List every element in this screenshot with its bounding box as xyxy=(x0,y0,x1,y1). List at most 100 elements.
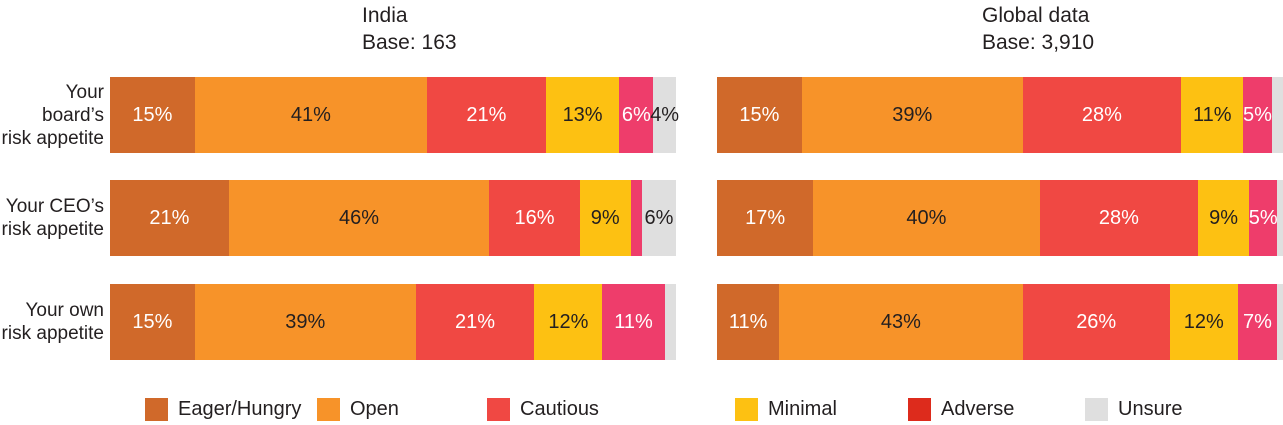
stacked-bar: 21% 46% 16% 9% 6% xyxy=(110,180,676,256)
legend-swatch-eager-hungry xyxy=(145,398,168,421)
legend-swatch-cautious xyxy=(487,398,510,421)
bar-segment-cautious: 21% xyxy=(426,77,546,153)
bar-segment-eager-hungry: 11% xyxy=(717,284,780,360)
legend-label: Eager/Hungry xyxy=(178,398,302,420)
bar-segment-open: 46% xyxy=(228,180,490,256)
segment-value-label: 12% xyxy=(548,310,589,333)
legend-swatch-minimal xyxy=(735,398,758,421)
legend-label: Open xyxy=(350,398,399,420)
legend-label: Adverse xyxy=(941,398,1015,420)
bar-segment-cautious: 26% xyxy=(1022,284,1170,360)
bar-segment-minimal: 11% xyxy=(1181,77,1244,153)
segment-value-label: 21% xyxy=(466,103,507,126)
stacked-bar: 15% 41% 21% 13% 6% 4% xyxy=(110,77,680,153)
legend-label: Cautious xyxy=(520,398,599,420)
bar-segment-cautious: 28% xyxy=(1022,77,1182,153)
bar-segment-adverse xyxy=(630,180,643,256)
segment-value-label: 7% xyxy=(1243,310,1272,333)
legend-item-open: Open xyxy=(317,398,399,421)
bars-global: 15% 39% 28% 11% 5% 17% 40% 28% 9% 5% 11% 43% 26% 12% 7… xyxy=(717,77,1283,360)
bar-segment-cautious: 28% xyxy=(1039,180,1199,256)
legend-item-unsure: Unsure xyxy=(1085,398,1182,421)
chart-title-global: Global data Base: 3,910 xyxy=(982,2,1094,56)
segment-value-label: 40% xyxy=(906,206,947,229)
segment-value-label: 15% xyxy=(739,103,780,126)
bar-segment-eager-hungry: 21% xyxy=(110,180,229,256)
stacked-bar: 17% 40% 28% 9% 5% xyxy=(717,180,1283,256)
segment-value-label: 39% xyxy=(285,310,326,333)
segment-value-label: 4% xyxy=(650,103,680,126)
legend-item-minimal: Minimal xyxy=(735,398,837,421)
segment-value-label: 15% xyxy=(132,103,173,126)
segment-value-label: 12% xyxy=(1183,310,1224,333)
legend-swatch-open xyxy=(317,398,340,421)
bar-segment-adverse: 7% xyxy=(1237,284,1278,360)
segment-value-label: 21% xyxy=(149,206,190,229)
segment-value-label: 39% xyxy=(892,103,933,126)
bar-segment-minimal: 12% xyxy=(534,284,603,360)
bar-segment-adverse: 5% xyxy=(1243,77,1272,153)
legend-label: Minimal xyxy=(768,398,837,420)
bar-segment-open: 41% xyxy=(194,77,427,153)
stacked-bar: 15% 39% 21% 12% 11% xyxy=(110,284,676,360)
segment-value-label: 5% xyxy=(1243,103,1272,126)
bars-india: 15% 41% 21% 13% 6% 4% 21% 46% 16% 9% 6% 15% 39% 21% 12… xyxy=(110,77,680,360)
bar-segment-open: 39% xyxy=(194,284,416,360)
segment-value-label: 17% xyxy=(745,206,786,229)
legend-item-eager-hungry: Eager/Hungry xyxy=(145,398,301,421)
bar-segment-open: 40% xyxy=(813,180,1040,256)
bar-segment-eager-hungry: 15% xyxy=(110,284,195,360)
row-label-own-risk-appetite: Your own risk appetite xyxy=(1,300,104,344)
segment-value-label: 16% xyxy=(514,206,555,229)
bar-segment-minimal: 12% xyxy=(1169,284,1238,360)
bar-segment-adverse: 5% xyxy=(1248,180,1278,256)
row-label-ceo-risk-appetite: Your CEO’s risk appetite xyxy=(1,196,104,240)
segment-value-label: 26% xyxy=(1076,310,1117,333)
segment-value-label: 46% xyxy=(339,206,380,229)
stacked-bar: 15% 39% 28% 11% 5% xyxy=(717,77,1283,153)
bar-segment-adverse: 11% xyxy=(602,284,665,360)
bar-segment-open: 39% xyxy=(801,77,1023,153)
segment-value-label: 9% xyxy=(1209,206,1238,229)
segment-value-label: 6% xyxy=(644,206,674,229)
segment-value-label: 6% xyxy=(621,103,651,126)
bar-segment-unsure xyxy=(1277,284,1283,360)
segment-value-label: 28% xyxy=(1081,103,1122,126)
segment-value-label: 15% xyxy=(132,310,173,333)
segment-value-label: 41% xyxy=(290,103,331,126)
bar-segment-eager-hungry: 15% xyxy=(717,77,802,153)
chart-title-india: India Base: 163 xyxy=(362,2,457,56)
bar-segment-unsure xyxy=(1277,180,1283,256)
bar-segment-eager-hungry: 17% xyxy=(717,180,814,256)
chart-title-text: Global data xyxy=(982,4,1090,27)
chart-base-text: Base: 163 xyxy=(362,31,457,54)
segment-value-label: 43% xyxy=(880,310,921,333)
segment-value-label: 5% xyxy=(1248,206,1278,229)
bar-segment-unsure: 4% xyxy=(650,77,680,153)
bar-segment-cautious: 21% xyxy=(415,284,535,360)
row-label-board-risk-appetite: Your board’s risk appetite xyxy=(1,81,104,149)
segment-value-label: 13% xyxy=(562,103,603,126)
bar-segment-open: 43% xyxy=(779,284,1023,360)
segment-value-label: 28% xyxy=(1098,206,1139,229)
chart-base-text: Base: 3,910 xyxy=(982,31,1095,54)
bar-segment-unsure xyxy=(1271,77,1283,153)
legend-item-adverse: Adverse xyxy=(908,398,1014,421)
bar-segment-unsure xyxy=(664,284,676,360)
bar-segment-adverse: 6% xyxy=(619,77,654,153)
chart-title-text: India xyxy=(362,4,408,27)
segment-value-label: 21% xyxy=(455,310,496,333)
bar-segment-eager-hungry: 15% xyxy=(110,77,195,153)
legend-swatch-unsure xyxy=(1085,398,1108,421)
legend-label: Unsure xyxy=(1118,398,1183,420)
segment-value-label: 11% xyxy=(1192,103,1232,126)
segment-value-label: 9% xyxy=(590,206,620,229)
bar-segment-cautious: 16% xyxy=(489,180,580,256)
legend-swatch-adverse xyxy=(908,398,931,421)
segment-value-label: 11% xyxy=(614,310,653,333)
stacked-bar: 11% 43% 26% 12% 7% xyxy=(717,284,1283,360)
bar-segment-unsure: 6% xyxy=(642,180,676,256)
legend-item-cautious: Cautious xyxy=(487,398,599,421)
bar-segment-minimal: 13% xyxy=(545,77,620,153)
